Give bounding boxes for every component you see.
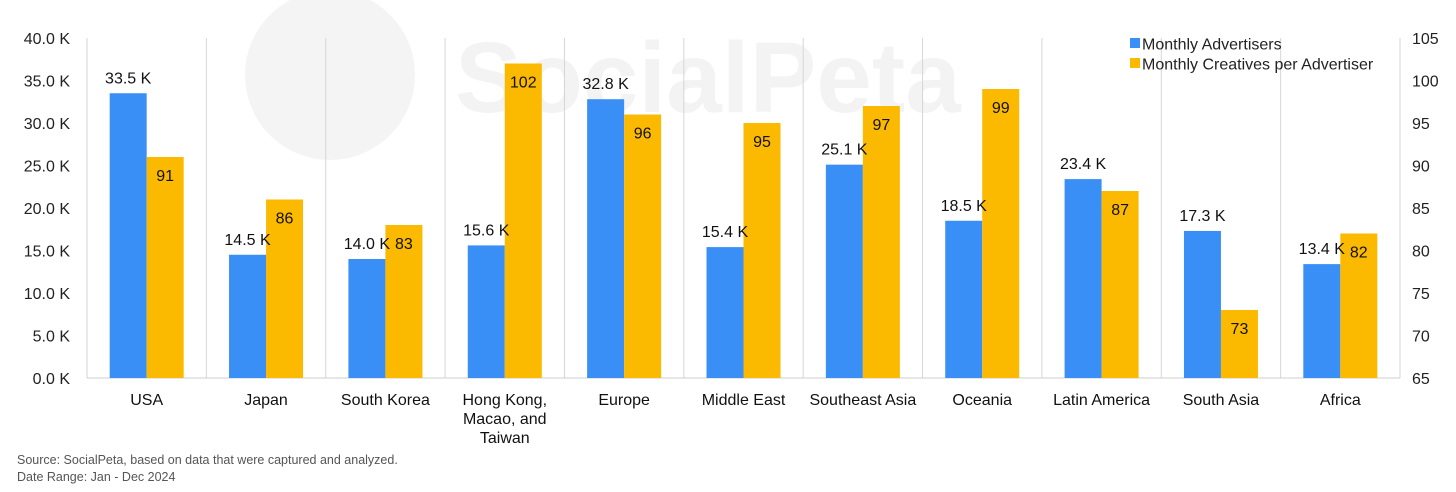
bar-creatives-oceania (982, 89, 1020, 378)
right-axis-ticks: 65 70 75 80 85 90 95 100 105 (1412, 31, 1439, 388)
data-label-advertisers-japan: 14.5 K (224, 232, 271, 249)
data-label-advertisers-hong-kong-macao-and-taiwan: 15.6 K (463, 222, 510, 239)
data-label-creatives-usa: 91 (156, 168, 174, 185)
legend-swatch-advertisers (1130, 38, 1140, 48)
bar-creatives-south-korea (385, 225, 423, 378)
source-note: Source: SocialPeta, based on data that w… (17, 453, 398, 467)
bar-advertisers-oceania (945, 220, 983, 378)
bar-advertisers-japan (229, 254, 267, 378)
category-label-europe: Europe (598, 392, 650, 409)
bar-creatives-hong-kong-macao-and-taiwan (504, 63, 542, 378)
left-axis-ticks: 0.0 K 5.0 K 10.0 K 15.0 K 20.0 K 25.0 K 30.0 K… (24, 31, 71, 388)
bar-advertisers-africa (1303, 264, 1341, 378)
bar-advertisers-south-asia (1183, 230, 1221, 378)
bar-advertisers-middle-east (706, 247, 744, 378)
data-label-creatives-europe: 96 (634, 126, 652, 143)
category-label-southeast-asia: Southeast Asia (809, 392, 916, 409)
left-axis-tick-label: 30.0 K (24, 116, 71, 133)
data-label-creatives-latin-america: 87 (1111, 202, 1129, 219)
data-label-advertisers-europe: 32.8 K (583, 76, 630, 93)
left-axis-tick-label: 25.0 K (24, 159, 71, 176)
bar-creatives-japan (266, 199, 304, 378)
bar-advertisers-usa (109, 93, 147, 378)
legend-item-creatives: Monthly Creatives per Advertiser (1130, 57, 1374, 74)
legend-label-creatives: Monthly Creatives per Advertiser (1142, 57, 1374, 74)
bar-advertisers-latin-america (1064, 179, 1102, 378)
left-axis-tick-label: 15.0 K (24, 244, 71, 261)
bar-creatives-europe (624, 114, 662, 378)
data-label-advertisers-oceania: 18.5 K (941, 198, 988, 215)
bars (109, 63, 1378, 378)
bar-creatives-latin-america (1101, 191, 1139, 378)
right-axis-tick-label: 85 (1412, 201, 1430, 218)
bar-creatives-africa (1340, 233, 1378, 378)
date-range-note: Date Range: Jan - Dec 2024 (17, 470, 176, 484)
left-axis-tick-label: 0.0 K (33, 371, 71, 388)
category-label-middle-east: Middle East (702, 392, 786, 409)
legend-item-advertisers: Monthly Advertisers (1130, 37, 1282, 54)
category-label-hong-kong-macao-and-taiwan: Hong Kong, Macao, and Taiwan (463, 392, 548, 447)
bar-advertisers-south-korea (348, 259, 386, 378)
legend: Monthly Advertisers Monthly Creatives pe… (1130, 37, 1374, 74)
bar-advertisers-southeast-asia (825, 164, 863, 378)
watermark-logo-mark (245, 0, 415, 160)
data-label-advertisers-south-korea: 14.0 K (344, 236, 391, 253)
left-axis-tick-label: 10.0 K (24, 286, 71, 303)
category-label-japan: Japan (244, 392, 288, 409)
right-axis-tick-label: 65 (1412, 371, 1430, 388)
right-axis-tick-label: 80 (1412, 244, 1430, 261)
bar-chart: SocialPeta 0.0 K5.0 K10.0 K15.0 K20.0 K2… (24, 0, 1439, 447)
left-axis-tick-label: 35.0 K (24, 74, 71, 91)
right-axis-tick-label: 105 (1412, 31, 1439, 48)
category-label-africa: Africa (1320, 392, 1361, 409)
data-label-creatives-africa: 82 (1350, 245, 1368, 262)
data-label-creatives-hong-kong-macao-and-taiwan: 102 (510, 75, 537, 92)
legend-swatch-creatives (1130, 58, 1140, 68)
category-label-south-korea: South Korea (341, 392, 430, 409)
right-axis-tick-label: 95 (1412, 116, 1430, 133)
data-label-advertisers-middle-east: 15.4 K (702, 224, 749, 241)
right-axis-tick-label: 90 (1412, 159, 1430, 176)
category-label-usa: USA (130, 392, 163, 409)
legend-label-advertisers: Monthly Advertisers (1142, 37, 1282, 54)
bar-creatives-southeast-asia (862, 106, 900, 378)
data-label-creatives-southeast-asia: 97 (872, 117, 890, 134)
data-labels: 33.5 K 91 14.5 K 86 14.0 K 83 15.6 K 102 32.8 K 9… (105, 70, 1368, 338)
category-label-south-asia: South Asia (1183, 392, 1260, 409)
data-label-advertisers-south-asia: 17.3 K (1179, 208, 1226, 225)
data-label-advertisers-latin-america: 23.4 K (1060, 156, 1107, 173)
left-axis-tick-label: 5.0 K (33, 329, 71, 346)
right-axis-tick-label: 100 (1412, 74, 1439, 91)
right-axis-tick-label: 75 (1412, 286, 1430, 303)
data-label-advertisers-africa: 13.4 K (1299, 241, 1346, 258)
data-label-creatives-south-asia: 73 (1231, 321, 1249, 338)
data-label-creatives-middle-east: 95 (753, 134, 771, 151)
data-label-advertisers-southeast-asia: 25.1 K (821, 142, 868, 159)
bar-advertisers-hong-kong-macao-and-taiwan (467, 245, 505, 378)
category-labels: USA Japan South Korea Hong Kong, Macao, and T… (130, 392, 1361, 447)
left-axis-tick-label: 20.0 K (24, 201, 71, 218)
bar-creatives-middle-east (743, 123, 781, 378)
data-label-advertisers-usa: 33.5 K (105, 70, 152, 87)
data-label-creatives-south-korea: 83 (395, 236, 413, 253)
category-separators (86, 38, 1401, 378)
category-label-oceania: Oceania (952, 392, 1012, 409)
bar-creatives-south-asia (1220, 310, 1258, 378)
left-axis-tick-label: 40.0 K (24, 31, 71, 48)
data-label-creatives-oceania: 99 (992, 100, 1010, 117)
bar-creatives-usa (146, 157, 184, 378)
bar-advertisers-europe (587, 99, 625, 378)
right-axis-tick-label: 70 (1412, 329, 1430, 346)
data-label-creatives-japan: 86 (276, 211, 294, 228)
category-label-latin-america: Latin America (1053, 392, 1150, 409)
